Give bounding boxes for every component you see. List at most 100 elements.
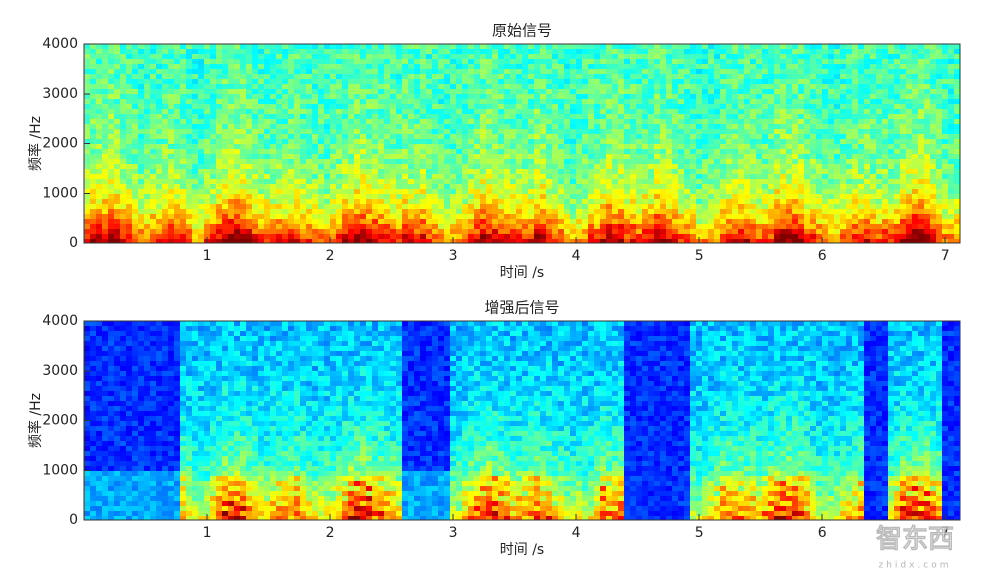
spectrogram-cell xyxy=(408,174,414,179)
spectrogram-cell xyxy=(186,104,192,109)
spectrogram-cell xyxy=(564,104,570,109)
spectrogram-cell xyxy=(228,79,234,84)
spectrogram-cell xyxy=(576,154,582,159)
spectrogram-cell xyxy=(348,174,354,179)
spectrogram-cell xyxy=(660,49,666,54)
spectrogram-cell xyxy=(528,169,534,174)
spectrogram-cell xyxy=(666,194,672,199)
spectrogram-cell xyxy=(252,219,258,224)
spectrogram-cell xyxy=(546,204,552,209)
spectrogram-cell xyxy=(402,99,408,104)
spectrogram-cell xyxy=(90,139,96,144)
spectrogram-cell xyxy=(102,84,108,89)
spectrogram-cell xyxy=(642,204,648,209)
spectrogram-cell xyxy=(756,199,762,204)
spectrogram-cell xyxy=(282,84,288,89)
spectrogram-cell xyxy=(126,129,132,134)
spectrogram-cell xyxy=(810,54,816,59)
spectrogram-cell xyxy=(624,114,630,119)
spectrogram-cell xyxy=(684,79,690,84)
spectrogram-cell xyxy=(240,144,246,149)
spectrogram-cell xyxy=(708,229,714,234)
spectrogram-cell xyxy=(90,149,96,154)
spectrogram-cell xyxy=(288,104,294,109)
spectrogram-cell xyxy=(336,74,342,79)
spectrogram-cell xyxy=(390,234,396,239)
spectrogram-cell xyxy=(354,94,360,99)
spectrogram-cell xyxy=(144,114,150,119)
spectrogram-cell xyxy=(312,104,318,109)
spectrogram-cell xyxy=(708,144,714,149)
spectrogram-cell xyxy=(156,94,162,99)
spectrogram-cell xyxy=(162,119,168,124)
spectrogram-cell xyxy=(414,239,420,243)
spectrogram-cell xyxy=(300,49,306,54)
spectrogram-cell xyxy=(624,219,630,224)
spectrogram-cell xyxy=(762,74,768,79)
spectrogram-cell xyxy=(510,84,516,89)
spectrogram-cell xyxy=(810,189,816,194)
spectrogram-cell xyxy=(432,99,438,104)
spectrogram-cell xyxy=(684,84,690,89)
spectrogram-cell xyxy=(606,134,612,139)
spectrogram-cell xyxy=(588,219,594,224)
spectrogram-cell xyxy=(384,129,390,134)
spectrogram-cell xyxy=(384,159,390,164)
spectrogram-cell xyxy=(792,74,798,79)
spectrogram-cell xyxy=(414,94,420,99)
spectrogram-cell xyxy=(102,59,108,64)
spectrogram-cell xyxy=(564,134,570,139)
spectrogram-cell xyxy=(138,209,144,214)
spectrogram-cell xyxy=(822,84,828,89)
spectrogram-cell xyxy=(360,179,366,184)
spectrogram-cell xyxy=(330,174,336,179)
spectrogram-cell xyxy=(696,189,702,194)
spectrogram-cell xyxy=(150,54,156,59)
spectrogram-cell xyxy=(546,49,552,54)
spectrogram-cell xyxy=(258,229,264,234)
spectrogram-cell xyxy=(738,199,744,204)
spectrogram-cell xyxy=(426,89,432,94)
spectrogram-cell xyxy=(366,214,372,219)
spectrogram-cell xyxy=(522,139,528,144)
spectrogram-cell xyxy=(192,124,198,129)
spectrogram-cell xyxy=(390,64,396,69)
spectrogram-cell xyxy=(732,239,738,243)
spectrogram-cell xyxy=(732,144,738,149)
spectrogram-cell xyxy=(204,59,210,64)
spectrogram-cell xyxy=(630,204,636,209)
spectrogram-cell xyxy=(528,89,534,94)
spectrogram-cell xyxy=(390,94,396,99)
spectrogram-cell xyxy=(744,159,750,164)
spectrogram-cell xyxy=(432,94,438,99)
spectrogram-cell xyxy=(288,199,294,204)
spectrogram-cell xyxy=(648,44,654,49)
spectrogram-cell xyxy=(504,94,510,99)
spectrogram-cell xyxy=(258,159,264,164)
spectrogram-cell xyxy=(252,74,258,79)
spectrogram-cell xyxy=(714,194,720,199)
spectrogram-cell xyxy=(162,169,168,174)
spectrogram-cell xyxy=(798,149,804,154)
spectrogram-cell xyxy=(468,159,474,164)
spectrogram-cell xyxy=(252,119,258,124)
spectrogram-cell xyxy=(492,59,498,64)
spectrogram-cell xyxy=(216,209,222,214)
spectrogram-cell xyxy=(642,224,648,229)
spectrogram-cell xyxy=(474,104,480,109)
spectrogram-cell xyxy=(360,104,366,109)
spectrogram-cell xyxy=(588,199,594,204)
spectrogram-cell xyxy=(366,69,372,74)
spectrogram-cell xyxy=(102,149,108,154)
spectrogram-cell xyxy=(420,119,426,124)
spectrogram-cell xyxy=(144,214,150,219)
spectrogram-cell xyxy=(690,164,696,169)
spectrogram-cell xyxy=(180,49,186,54)
spectrogram-cell xyxy=(534,49,540,54)
spectrogram-cell xyxy=(504,44,510,49)
spectrogram-cell xyxy=(600,159,606,164)
spectrogram-cell xyxy=(396,59,402,64)
spectrogram-cell xyxy=(690,204,696,209)
spectrogram-cell xyxy=(534,224,540,229)
spectrogram-cell xyxy=(816,219,822,224)
